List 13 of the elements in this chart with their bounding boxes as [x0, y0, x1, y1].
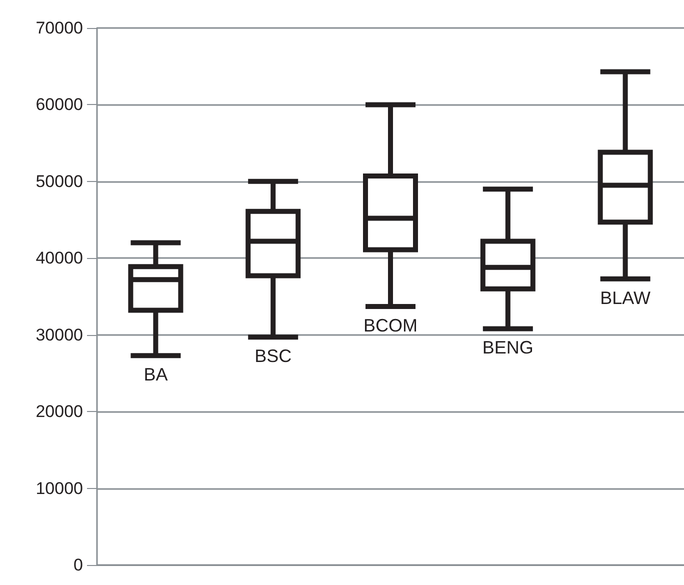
x-tick-label: BA [144, 364, 168, 385]
y-tick-label: 40000 [36, 248, 83, 268]
y-tick-label: 10000 [36, 478, 83, 498]
x-tick-label: BCOM [364, 315, 418, 336]
y-tick-label: 50000 [36, 172, 83, 191]
x-tick-label: BENG [482, 338, 534, 358]
x-tick-label: BLAW [600, 288, 650, 308]
y-tick-label: 30000 [36, 325, 83, 344]
y-tick-label: 70000 [36, 18, 83, 38]
y-tick-label: 60000 [36, 95, 83, 114]
y-tick-label: 0 [74, 556, 83, 574]
x-tick-label: BSC [254, 346, 292, 366]
y-tick-label: 20000 [36, 402, 83, 422]
